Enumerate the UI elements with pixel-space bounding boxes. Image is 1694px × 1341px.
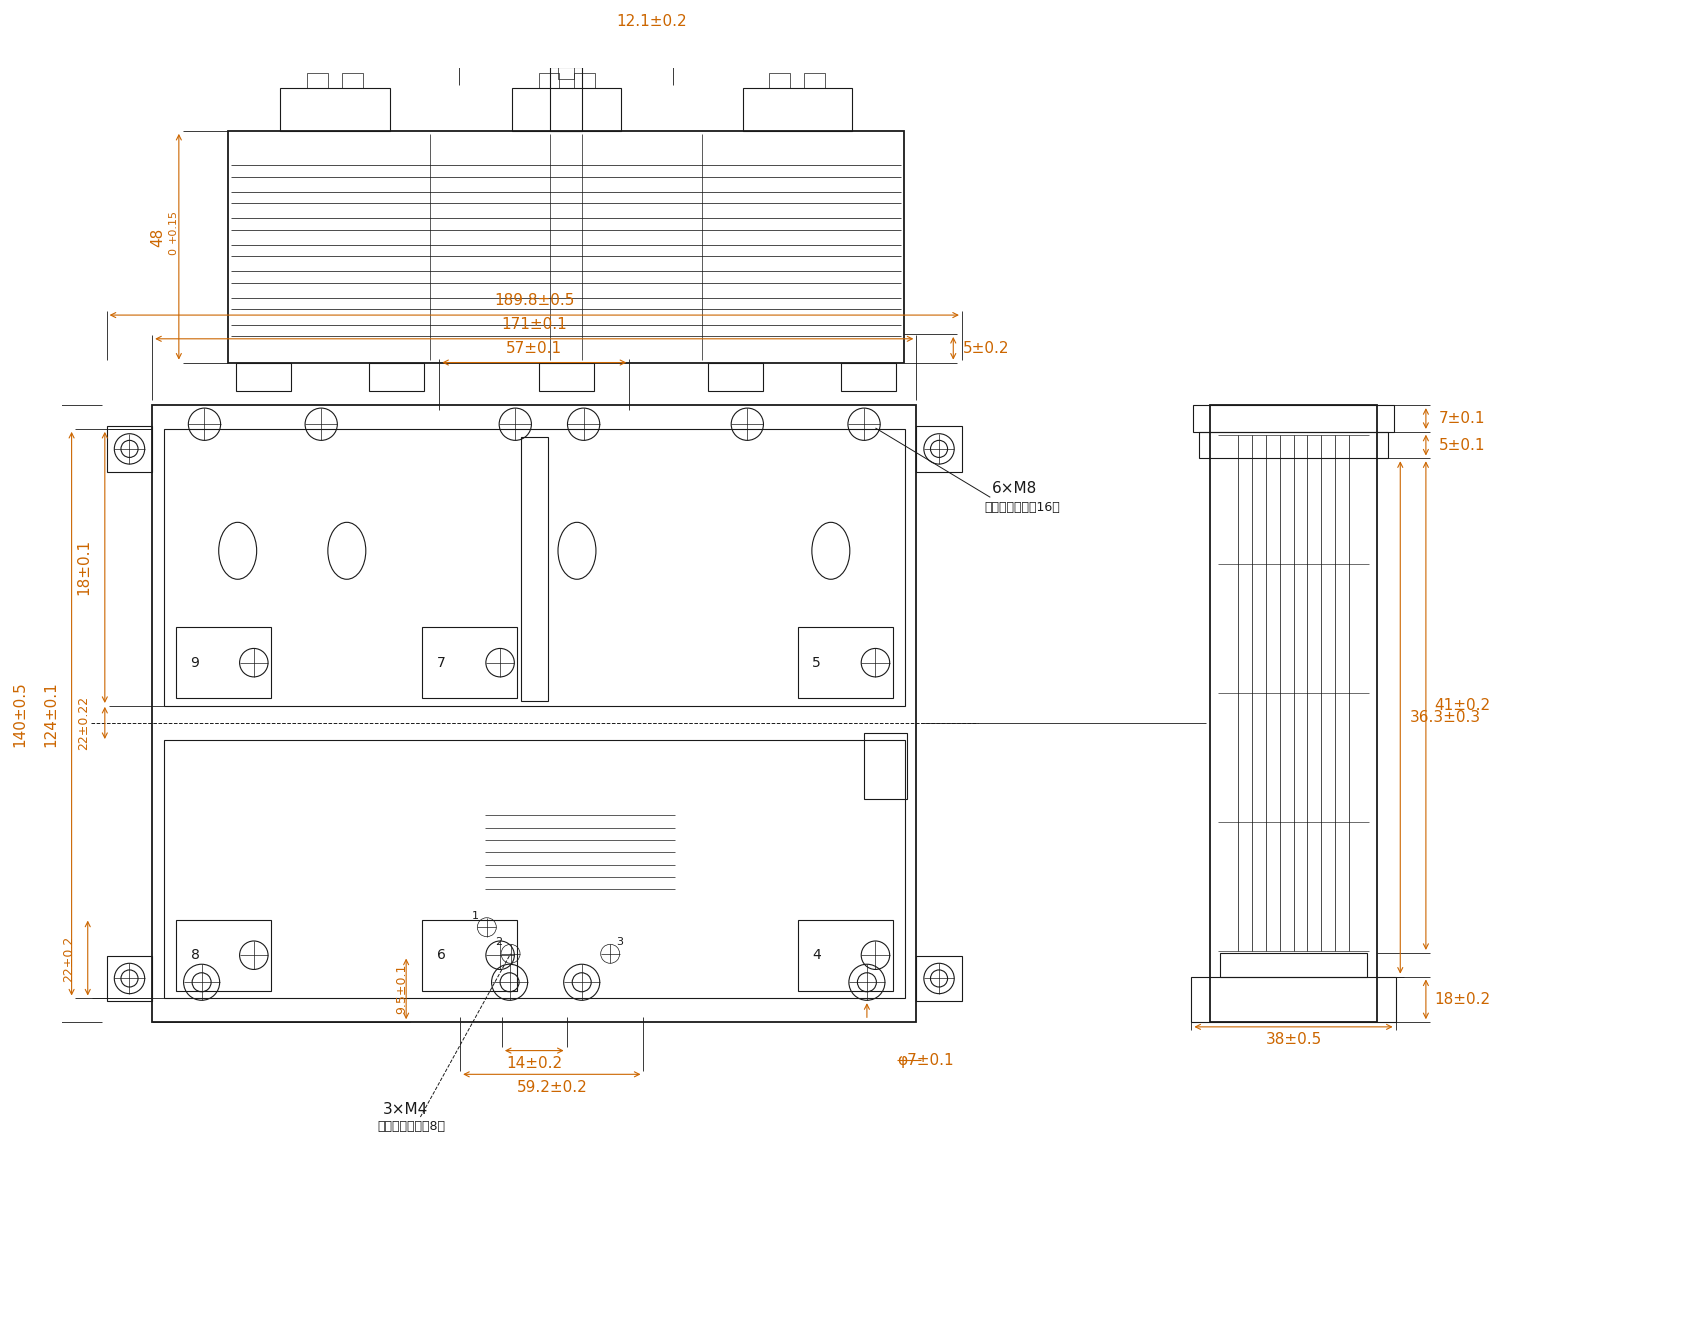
Text: 1: 1 [473, 911, 479, 921]
Text: 41±0.2: 41±0.2 [1433, 699, 1491, 713]
Text: 38±0.5: 38±0.5 [1265, 1031, 1321, 1047]
Bar [307, 72, 329, 89]
Text: 36.3±0.3: 36.3±0.3 [1409, 709, 1481, 725]
Bar [281, 89, 390, 131]
Text: 0: 0 [168, 248, 178, 255]
Text: 140±0.5: 140±0.5 [12, 681, 27, 747]
Bar [522, 437, 547, 701]
Bar [369, 362, 424, 392]
Text: 5±0.1: 5±0.1 [1438, 437, 1486, 453]
Bar [539, 362, 593, 392]
Text: （螺栓最大长度8）: （螺栓最大长度8） [378, 1120, 446, 1133]
Bar [107, 956, 152, 1002]
Text: 57±0.1: 57±0.1 [507, 341, 562, 355]
Bar [422, 628, 517, 699]
Text: 3×M4: 3×M4 [383, 1102, 427, 1117]
Text: （螺栓最大长度16）: （螺栓最大长度16） [984, 502, 1060, 514]
Bar [708, 362, 764, 392]
Text: 3: 3 [617, 937, 623, 947]
Text: 14±0.2: 14±0.2 [507, 1057, 562, 1071]
Bar [176, 920, 271, 991]
Text: 7: 7 [437, 656, 446, 669]
Text: +0.15: +0.15 [168, 209, 178, 243]
Bar [551, 67, 583, 131]
Text: 9.5±0.1: 9.5±0.1 [395, 964, 408, 1014]
Text: 6×M8: 6×M8 [993, 481, 1037, 496]
Bar [152, 405, 916, 1022]
Bar [805, 72, 825, 89]
Text: 22±0.2: 22±0.2 [63, 936, 75, 982]
Bar [798, 628, 893, 699]
Text: 4: 4 [811, 948, 822, 963]
Text: 12.1±0.2: 12.1±0.2 [617, 15, 686, 30]
Text: 6: 6 [437, 948, 446, 963]
Text: 7±0.1: 7±0.1 [1438, 412, 1486, 426]
Text: 8: 8 [190, 948, 200, 963]
Bar [1191, 976, 1396, 1022]
Text: 59.2±0.2: 59.2±0.2 [517, 1080, 588, 1096]
Text: 5: 5 [811, 656, 822, 669]
Bar [512, 89, 622, 131]
Text: 171±0.1: 171±0.1 [501, 316, 567, 333]
Text: 124±0.1: 124±0.1 [44, 681, 58, 747]
Bar [164, 740, 905, 999]
Bar [769, 72, 789, 89]
Bar [176, 628, 271, 699]
Bar [1193, 405, 1394, 432]
Bar [422, 920, 517, 991]
Text: 18±0.2: 18±0.2 [1433, 992, 1491, 1007]
Text: 48: 48 [151, 228, 166, 247]
Bar [107, 426, 152, 472]
Text: 18±0.1: 18±0.1 [76, 539, 91, 595]
Bar [1199, 432, 1387, 459]
Text: 5±0.2: 5±0.2 [964, 341, 1010, 355]
Bar [539, 72, 559, 89]
Bar [798, 920, 893, 991]
Bar [229, 131, 905, 362]
Bar [342, 72, 363, 89]
Bar [559, 66, 574, 79]
Bar [842, 362, 896, 392]
Bar [742, 89, 852, 131]
Text: 9: 9 [190, 656, 200, 669]
Bar [1211, 405, 1377, 1022]
Text: 22±0.22: 22±0.22 [78, 696, 90, 750]
Bar [916, 956, 962, 1002]
Text: 189.8±0.5: 189.8±0.5 [495, 294, 574, 308]
Bar [235, 362, 291, 392]
Bar [1220, 953, 1367, 976]
Bar [864, 732, 906, 799]
Bar [164, 429, 905, 705]
Text: 2: 2 [496, 937, 503, 947]
Text: φ7±0.1: φ7±0.1 [898, 1053, 954, 1067]
Bar [574, 72, 595, 89]
Bar [916, 426, 962, 472]
